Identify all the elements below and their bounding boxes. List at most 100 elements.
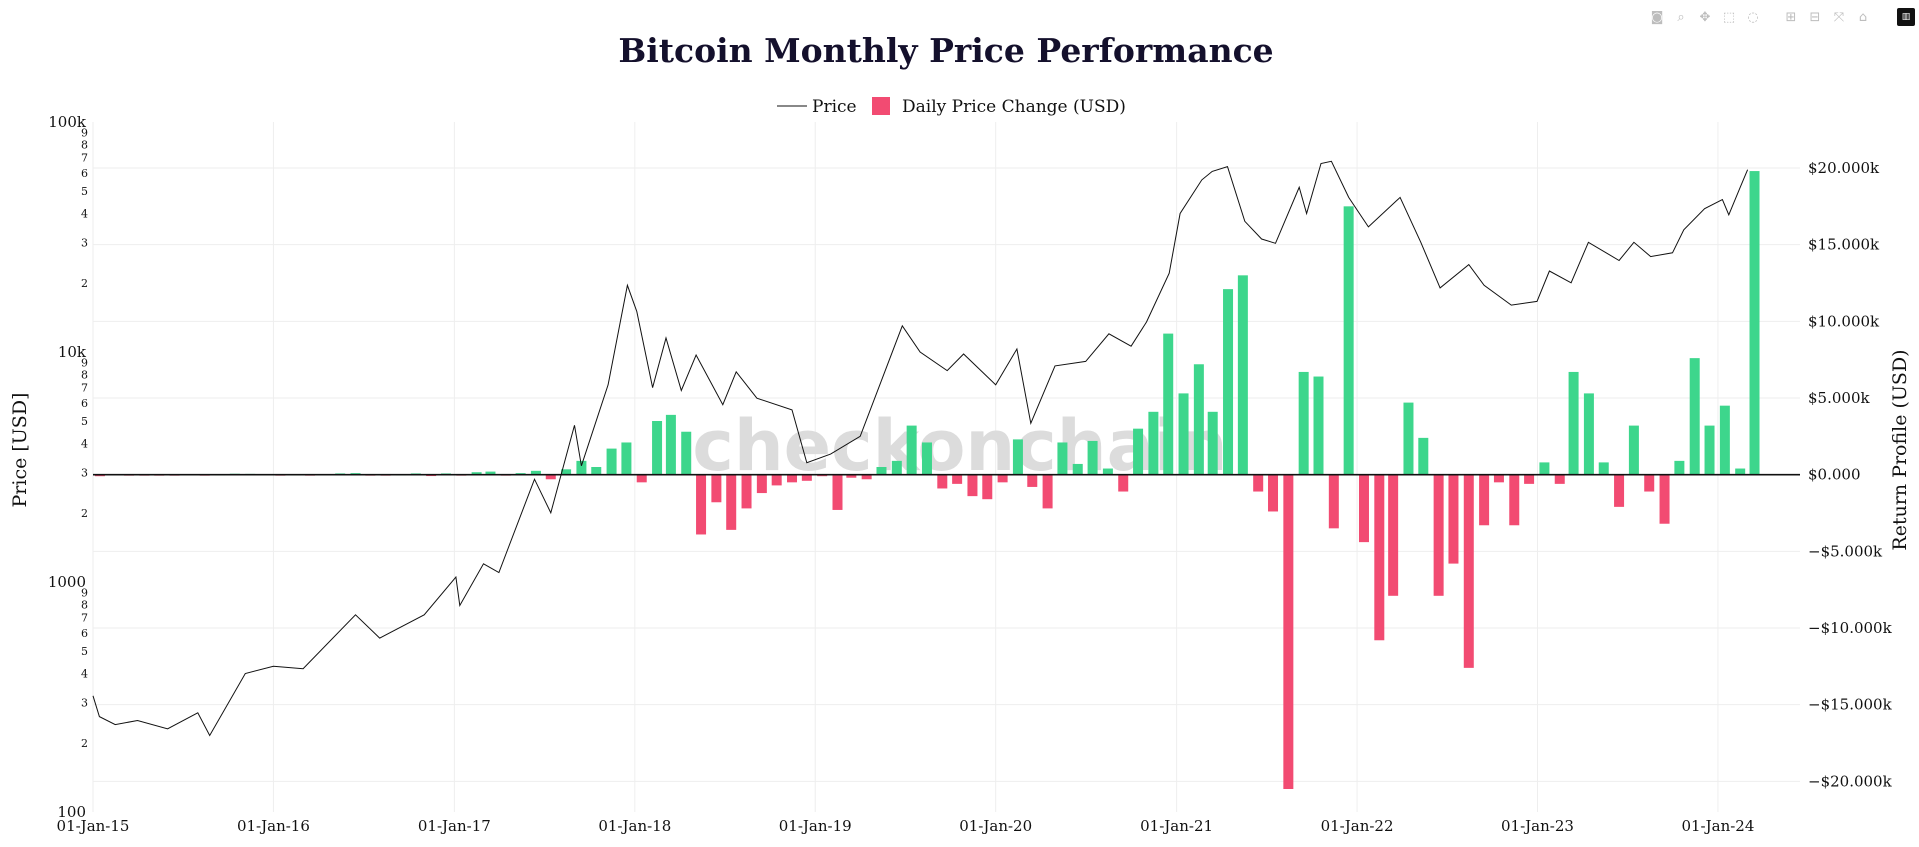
zoom-icon[interactable]: ⌕ <box>1677 9 1685 25</box>
bar[interactable] <box>1403 402 1414 475</box>
bar[interactable] <box>937 474 948 489</box>
bar[interactable] <box>1433 474 1444 596</box>
bar[interactable] <box>997 474 1008 483</box>
bar[interactable] <box>545 474 556 480</box>
bar[interactable] <box>1719 405 1730 475</box>
bar[interactable] <box>1012 439 1023 475</box>
bar[interactable] <box>906 425 917 475</box>
y-axis-right: −$20.000k −$15.000k −$10.000k −$5.000k $0.00… <box>1808 159 1893 790</box>
bar[interactable] <box>1509 474 1520 526</box>
bar[interactable] <box>1072 463 1083 475</box>
bar[interactable] <box>921 442 932 475</box>
bar[interactable] <box>1237 275 1248 475</box>
bar[interactable] <box>1178 393 1189 475</box>
bar[interactable] <box>591 467 602 475</box>
bar[interactable] <box>530 470 541 475</box>
bar[interactable] <box>741 474 752 509</box>
box-select-icon[interactable]: ⬚ <box>1722 9 1736 25</box>
pan-icon[interactable]: ✥ <box>1699 9 1711 25</box>
bar[interactable] <box>606 448 617 475</box>
bar[interactable] <box>1298 371 1309 475</box>
bar[interactable] <box>787 474 798 483</box>
bar[interactable] <box>1539 462 1550 475</box>
bar[interactable] <box>1583 393 1594 475</box>
bar[interactable] <box>1163 333 1174 475</box>
bar[interactable] <box>846 474 857 478</box>
bar[interactable] <box>621 442 632 475</box>
bar[interactable] <box>1568 371 1579 475</box>
bar[interactable] <box>1628 425 1639 475</box>
bar[interactable] <box>726 474 737 530</box>
bar[interactable] <box>1253 474 1264 492</box>
bar[interactable] <box>756 474 767 494</box>
bar[interactable] <box>1388 474 1399 596</box>
bar[interactable] <box>711 474 722 503</box>
legend[interactable]: Price Daily Price Change (USD) <box>777 97 1126 117</box>
bar[interactable] <box>891 460 902 475</box>
bar[interactable] <box>1374 474 1385 641</box>
bar[interactable] <box>652 421 663 475</box>
bar[interactable] <box>1463 474 1474 668</box>
bar[interactable] <box>1614 474 1625 507</box>
bar[interactable] <box>1133 428 1144 475</box>
bar[interactable] <box>1598 462 1609 475</box>
bar[interactable] <box>1283 474 1294 789</box>
bar[interactable] <box>982 474 993 500</box>
bar[interactable] <box>1554 474 1565 484</box>
bar[interactable] <box>1674 460 1685 475</box>
bar[interactable] <box>471 472 482 475</box>
bar[interactable] <box>952 474 963 484</box>
bar[interactable] <box>561 469 572 475</box>
bar[interactable] <box>1358 474 1369 543</box>
autoscale-icon[interactable]: ⤧ <box>1833 9 1845 25</box>
bar[interactable] <box>1448 474 1459 564</box>
bar[interactable] <box>1524 474 1535 484</box>
bar[interactable] <box>1268 474 1279 512</box>
legend-bar-label[interactable]: Daily Price Change (USD) <box>902 97 1126 117</box>
bar[interactable] <box>576 460 587 475</box>
bar[interactable] <box>1328 474 1339 529</box>
bar[interactable] <box>681 431 692 475</box>
y-left-minor-label: 9 <box>81 587 88 600</box>
bar[interactable] <box>1118 474 1129 492</box>
bar[interactable] <box>1418 437 1429 475</box>
bar[interactable] <box>1027 474 1038 487</box>
bar[interactable] <box>636 474 647 483</box>
bar[interactable] <box>832 474 843 510</box>
bar[interactable] <box>1207 411 1218 475</box>
bar[interactable] <box>1493 474 1504 483</box>
bar[interactable] <box>1148 411 1159 475</box>
zoom-out-icon[interactable]: ⊟ <box>1809 9 1821 25</box>
zoom-in-icon[interactable]: ⊞ <box>1785 9 1797 25</box>
y-left-minor-label: 3 <box>81 696 88 709</box>
bar[interactable] <box>1749 171 1760 475</box>
bar[interactable] <box>1313 376 1324 475</box>
bar[interactable] <box>665 414 676 475</box>
bar[interactable] <box>876 467 887 475</box>
bar[interactable] <box>1479 474 1490 526</box>
lasso-select-icon[interactable]: ◌ <box>1747 9 1759 25</box>
reset-axes-icon[interactable]: ⌂ <box>1858 9 1868 25</box>
bar[interactable] <box>1042 474 1053 509</box>
bar[interactable] <box>696 474 707 535</box>
bar[interactable] <box>1644 474 1655 492</box>
camera-icon[interactable]: ◙ <box>1650 9 1664 25</box>
bar[interactable] <box>1689 358 1700 475</box>
bar[interactable] <box>1704 425 1715 475</box>
bar[interactable] <box>861 474 872 480</box>
bar[interactable] <box>1659 474 1670 524</box>
bar[interactable] <box>801 474 812 481</box>
bar[interactable] <box>771 474 782 486</box>
bar[interactable] <box>1193 364 1204 475</box>
y-left-minor-label: 5 <box>81 645 88 658</box>
bar[interactable] <box>1223 289 1234 475</box>
bar[interactable] <box>1735 468 1746 475</box>
legend-price-label[interactable]: Price <box>812 97 857 117</box>
bar[interactable] <box>1087 440 1098 475</box>
bar[interactable] <box>1102 468 1113 475</box>
bar[interactable] <box>967 474 978 497</box>
bar[interactable] <box>485 471 496 475</box>
plotly-logo-icon[interactable]: ▥ <box>1897 8 1915 26</box>
bar[interactable] <box>1057 442 1068 475</box>
bar[interactable] <box>1343 206 1354 475</box>
